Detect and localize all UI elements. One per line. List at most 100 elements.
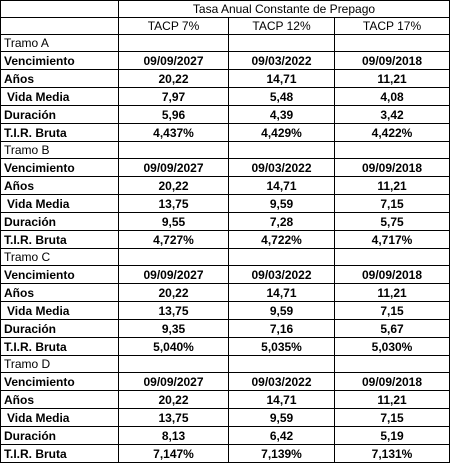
value-cell: 9,35 <box>118 319 229 338</box>
tramo-header-row: Tramo B <box>0 141 450 159</box>
row-label-duracion: Duración <box>0 319 119 338</box>
table-row: Vida Media 13,75 9,59 7,15 <box>0 408 450 427</box>
corner-cell <box>0 17 119 35</box>
empty-cell <box>334 34 450 52</box>
value-cell: 5,96 <box>118 105 229 124</box>
row-label-anos: Años <box>0 283 119 302</box>
header-row-title: Tasa Anual Constante de Prepago <box>0 0 450 18</box>
value-cell: 9,59 <box>228 301 335 320</box>
column-header-tacp-12: TACP 12% <box>228 17 335 35</box>
value-cell: 13,75 <box>118 194 229 213</box>
value-cell: 5,035% <box>228 337 335 356</box>
value-cell: 09/09/2018 <box>334 51 450 70</box>
value-cell: 09/03/2022 <box>228 158 335 177</box>
row-label-vencimiento: Vencimiento <box>0 372 119 391</box>
value-cell: 7,15 <box>334 301 450 320</box>
table-row: Años 20,22 14,71 11,21 <box>0 69 450 88</box>
value-cell: 20,22 <box>118 283 229 302</box>
empty-cell <box>334 248 450 266</box>
value-cell: 5,19 <box>334 426 450 445</box>
table-row: Vida Media 7,97 5,48 4,08 <box>0 87 450 106</box>
value-cell: 09/09/2027 <box>118 372 229 391</box>
value-cell: 4,429% <box>228 123 335 142</box>
value-cell: 4,08 <box>334 87 450 106</box>
value-cell: 7,15 <box>334 194 450 213</box>
row-label-tir: T.I.R. Bruta <box>0 230 119 249</box>
empty-cell <box>118 355 229 373</box>
value-cell: 5,48 <box>228 87 335 106</box>
corner-cell <box>0 0 119 18</box>
value-cell: 5,75 <box>334 212 450 231</box>
value-cell: 09/09/2027 <box>118 158 229 177</box>
value-cell: 09/09/2027 <box>118 51 229 70</box>
tramo-header-row: Tramo A <box>0 34 450 52</box>
tramo-header-row: Tramo C <box>0 248 450 266</box>
value-cell: 9,55 <box>118 212 229 231</box>
table-row: Duración 5,96 4,39 3,42 <box>0 105 450 124</box>
value-cell: 14,71 <box>228 69 335 88</box>
table-row: Vida Media 13,75 9,59 7,15 <box>0 301 450 320</box>
tramo-header-row: Tramo D <box>0 355 450 373</box>
value-cell: 7,147% <box>118 444 229 463</box>
value-cell: 5,040% <box>118 337 229 356</box>
column-header-tacp-7: TACP 7% <box>118 17 229 35</box>
table-title: Tasa Anual Constante de Prepago <box>118 0 450 18</box>
table-row: T.I.R. Bruta 7,147% 7,139% 7,131% <box>0 444 450 463</box>
row-label-vencimiento: Vencimiento <box>0 51 119 70</box>
row-label-duracion: Duración <box>0 426 119 445</box>
row-label-duracion: Duración <box>0 212 119 231</box>
value-cell: 14,71 <box>228 283 335 302</box>
value-cell: 13,75 <box>118 408 229 427</box>
empty-cell <box>228 34 335 52</box>
value-cell: 5,67 <box>334 319 450 338</box>
row-label-vida-media: Vida Media <box>0 194 119 213</box>
empty-cell <box>118 141 229 159</box>
value-cell: 14,71 <box>228 176 335 195</box>
value-cell: 13,75 <box>118 301 229 320</box>
value-cell: 4,722% <box>228 230 335 249</box>
tramo-label: Tramo B <box>0 141 119 159</box>
value-cell: 09/03/2022 <box>228 51 335 70</box>
value-cell: 8,13 <box>118 426 229 445</box>
table-row: Duración 9,35 7,16 5,67 <box>0 319 450 338</box>
value-cell: 11,21 <box>334 69 450 88</box>
value-cell: 7,16 <box>228 319 335 338</box>
value-cell: 7,28 <box>228 212 335 231</box>
tramo-label: Tramo A <box>0 34 119 52</box>
value-cell: 11,21 <box>334 390 450 409</box>
value-cell: 7,97 <box>118 87 229 106</box>
empty-cell <box>334 355 450 373</box>
value-cell: 09/03/2022 <box>228 265 335 284</box>
empty-cell <box>228 141 335 159</box>
value-cell: 5,030% <box>334 337 450 356</box>
value-cell: 7,139% <box>228 444 335 463</box>
empty-cell <box>118 248 229 266</box>
value-cell: 4,717% <box>334 230 450 249</box>
table-row: T.I.R. Bruta 4,437% 4,429% 4,422% <box>0 123 450 142</box>
table-row: Vida Media 13,75 9,59 7,15 <box>0 194 450 213</box>
empty-cell <box>334 141 450 159</box>
value-cell: 4,39 <box>228 105 335 124</box>
column-header-tacp-17: TACP 17% <box>334 17 450 35</box>
table-row: T.I.R. Bruta 5,040% 5,035% 5,030% <box>0 337 450 356</box>
table-row: Duración 9,55 7,28 5,75 <box>0 212 450 231</box>
value-cell: 3,42 <box>334 105 450 124</box>
value-cell: 20,22 <box>118 69 229 88</box>
value-cell: 09/09/2018 <box>334 372 450 391</box>
row-label-vencimiento: Vencimiento <box>0 158 119 177</box>
tramo-label: Tramo D <box>0 355 119 373</box>
value-cell: 6,42 <box>228 426 335 445</box>
row-label-tir: T.I.R. Bruta <box>0 337 119 356</box>
value-cell: 4,727% <box>118 230 229 249</box>
value-cell: 7,15 <box>334 408 450 427</box>
value-cell: 20,22 <box>118 390 229 409</box>
empty-cell <box>228 248 335 266</box>
table-row: Duración 8,13 6,42 5,19 <box>0 426 450 445</box>
row-label-anos: Años <box>0 176 119 195</box>
value-cell: 11,21 <box>334 176 450 195</box>
tramo-label: Tramo C <box>0 248 119 266</box>
row-label-anos: Años <box>0 390 119 409</box>
value-cell: 11,21 <box>334 283 450 302</box>
table-row: Vencimiento 09/09/2027 09/03/2022 09/09/201… <box>0 51 450 70</box>
